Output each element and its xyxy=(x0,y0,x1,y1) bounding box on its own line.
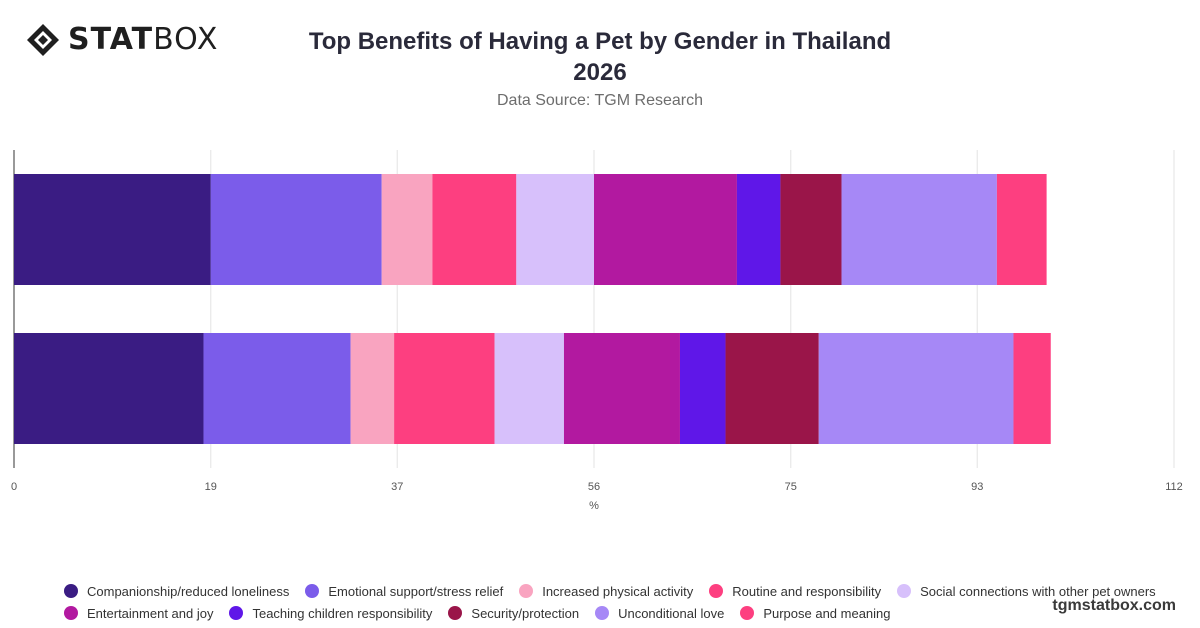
legend-item[interactable]: Entertainment and joy xyxy=(64,606,213,621)
bar-segment xyxy=(818,333,1014,444)
x-tick-label: 56 xyxy=(588,481,600,493)
x-tick-label: 0 xyxy=(11,481,17,493)
logo-bold-text: STAT xyxy=(68,22,154,57)
bar-segment xyxy=(594,174,737,285)
x-axis-label: % xyxy=(589,500,599,512)
bar-segment xyxy=(841,174,997,285)
legend-label: Companionship/reduced loneliness xyxy=(87,583,290,599)
x-tick-label: 37 xyxy=(391,481,403,493)
legend-item[interactable]: Emotional support/stress relief xyxy=(305,584,503,599)
legend-swatch xyxy=(448,606,463,620)
legend-item[interactable]: Increased physical activity xyxy=(519,584,693,599)
bar-segment xyxy=(725,333,819,444)
diamond-logo-icon xyxy=(27,24,59,56)
legend-row: Entertainment and joy Teaching children r… xyxy=(64,602,1164,624)
legend-swatch xyxy=(519,584,534,598)
chart-legend: Companionship/reduced loneliness Emotiona… xyxy=(64,580,1164,624)
bar-segment xyxy=(1013,333,1051,444)
x-tick-label: 112 xyxy=(1165,481,1183,493)
legend-item[interactable]: Unconditional love xyxy=(595,606,724,621)
bar-segment xyxy=(563,333,680,444)
legend-item[interactable]: Routine and responsibility xyxy=(709,584,881,599)
legend-item[interactable]: Purpose and meaning xyxy=(740,605,891,621)
bar-segment xyxy=(679,333,726,444)
chart-title-line1: Top Benefits of Having a Pet by Gender i… xyxy=(308,28,892,55)
bar-segment xyxy=(780,174,842,285)
legend-label: Entertainment and joy xyxy=(87,605,214,621)
bar-segment xyxy=(432,174,517,285)
bar-segment xyxy=(14,174,211,285)
legend-label: Purpose and meaning xyxy=(763,605,891,621)
legend-item[interactable]: Social connections with other pet owners xyxy=(897,584,1156,599)
x-tick-label: 93 xyxy=(971,481,983,493)
stacked-bar-chart: 0 19 37 56 75 93 112% xyxy=(11,150,1183,512)
bar-segment xyxy=(516,174,594,285)
legend-label: Emotional support/stress relief xyxy=(328,583,504,599)
legend-label: Teaching children responsibility xyxy=(252,605,433,621)
bar-segment xyxy=(736,174,781,285)
legend-item[interactable]: Teaching children responsibility xyxy=(229,606,432,621)
logo-light-text: BOX xyxy=(153,22,219,57)
bar-segment xyxy=(494,333,564,444)
x-tick-label: 75 xyxy=(785,481,797,493)
legend-swatch xyxy=(64,584,78,598)
bar-segment xyxy=(381,174,433,285)
logo-wordmark: STATBOX xyxy=(68,22,218,58)
legend-label: Social connections with other pet owners xyxy=(920,583,1156,599)
legend-label: Increased physical activity xyxy=(542,583,694,599)
chart-title-line2: 2026 xyxy=(573,59,627,86)
bar-segment xyxy=(394,333,495,444)
legend-row: Companionship/reduced loneliness Emotiona… xyxy=(64,580,1164,602)
bar-segment xyxy=(14,333,204,444)
legend-swatch xyxy=(595,606,610,620)
legend-swatch xyxy=(897,584,912,598)
bar-segment xyxy=(203,333,351,444)
legend-item[interactable]: Companionship/reduced loneliness xyxy=(64,584,289,599)
legend-swatch xyxy=(305,584,320,598)
x-tick-label: 19 xyxy=(205,481,217,493)
legend-label: Routine and responsibility xyxy=(732,583,882,599)
legend-swatch xyxy=(229,606,244,620)
bar-segment xyxy=(350,333,395,444)
bar-segment xyxy=(996,174,1047,285)
chart-title: Top Benefits of Having a Pet by Gender i… xyxy=(250,26,950,88)
legend-swatch xyxy=(64,606,78,620)
legend-item[interactable]: Security/protection xyxy=(448,606,579,621)
chart-subtitle: Data Source: TGM Research xyxy=(496,92,703,109)
legend-swatch xyxy=(709,584,724,598)
bar-segment xyxy=(210,174,382,285)
website-watermark: tgmstatbox.com xyxy=(1052,597,1176,614)
legend-label: Security/protection xyxy=(471,605,580,621)
statbox-logo: STATBOX xyxy=(26,22,218,58)
legend-swatch xyxy=(740,606,755,620)
legend-label: Unconditional love xyxy=(618,605,725,621)
